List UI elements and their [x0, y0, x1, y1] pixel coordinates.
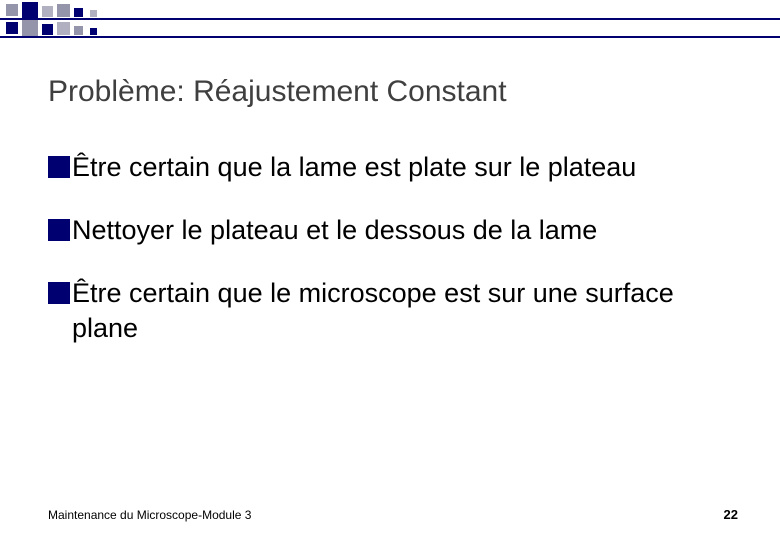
decor-square [42, 24, 53, 35]
decor-square [6, 22, 18, 34]
slide-number: 22 [724, 507, 738, 522]
decor-square [74, 26, 83, 35]
decor-square [57, 4, 70, 17]
decor-square [90, 10, 97, 17]
decor-square [22, 2, 38, 18]
decor-square [22, 20, 38, 36]
footer-text: Maintenance du Microscope-Module 3 [48, 508, 251, 522]
bullet-item: Être certain que la lame est plate sur l… [48, 150, 738, 185]
bullet-text: Être certain que le microscope est sur u… [72, 276, 738, 346]
decor-square [57, 22, 70, 35]
decor-square [74, 8, 83, 17]
bullet-item: Nettoyer le plateau et le dessous de la … [48, 213, 738, 248]
header-decoration [0, 0, 780, 40]
slide-body: Être certain que la lame est plate sur l… [48, 150, 738, 374]
decor-square [90, 28, 97, 35]
header-rule-1 [0, 18, 780, 20]
header-rule-2 [0, 36, 780, 38]
decor-square [6, 4, 18, 16]
bullet-square-icon [48, 156, 70, 178]
decor-square [42, 6, 53, 17]
bullet-square-icon [48, 282, 70, 304]
slide-title: Problème: Réajustement Constant [48, 75, 507, 109]
bullet-item: Être certain que le microscope est sur u… [48, 276, 738, 346]
bullet-text: Nettoyer le plateau et le dessous de la … [72, 213, 597, 248]
slide-footer: Maintenance du Microscope-Module 3 22 [48, 507, 738, 522]
bullet-text: Être certain que la lame est plate sur l… [72, 150, 636, 185]
bullet-square-icon [48, 219, 70, 241]
